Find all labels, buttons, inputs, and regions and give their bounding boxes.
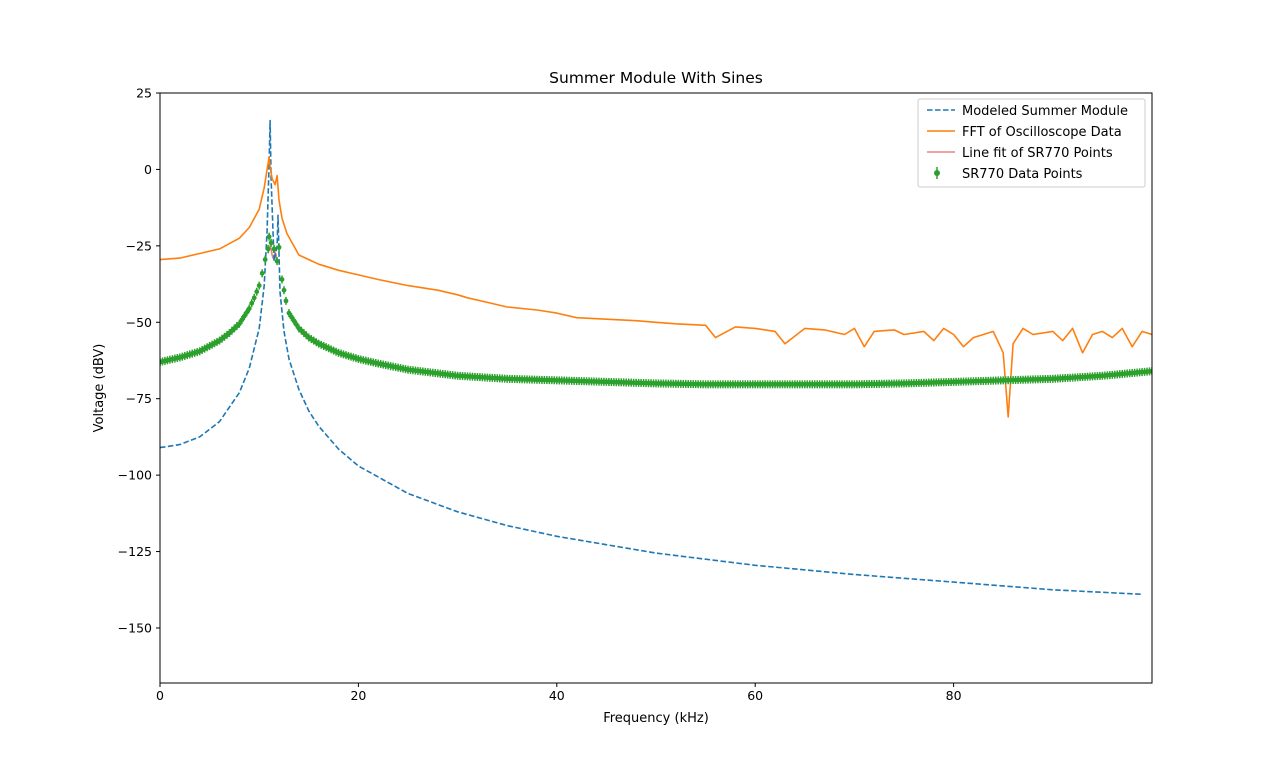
sr770-point [265,246,271,252]
sr770-point [279,277,285,282]
legend-label-sr770: SR770 Data Points [962,167,1083,182]
legend-label-modeled: Modeled Summer Module [962,104,1128,119]
series-modeled-summer-module [160,119,1143,596]
sr770-point [294,322,299,327]
sr770-point [268,240,274,246]
sr770-point [274,258,280,264]
series-fft-oscilloscope-data [160,156,1152,418]
x-axis: 0 20 40 60 80 [156,683,962,703]
sr770-point [1149,368,1152,374]
sr770-point [236,321,242,327]
x-tick-label: 80 [946,688,962,703]
x-axis-label: Frequency (kHz) [603,711,709,726]
y-tick-label: −50 [126,315,152,330]
sr770-point [259,270,265,276]
plot-frame [159,92,1153,684]
legend: Modeled Summer Module FFT of Oscilloscop… [917,98,1146,188]
sr770-point [281,287,287,293]
y-tick-label: −25 [126,238,152,253]
sr770-point [251,295,257,301]
x-tick-label: 20 [350,688,366,703]
sr770-point [266,234,272,240]
legend-swatch-sr770-marker [934,170,940,176]
legend-box [917,98,1146,188]
sr770-point [286,310,292,316]
y-axis-label: Voltage (dBV) [92,344,107,433]
y-tick-label: −125 [118,544,152,559]
sr770-point [289,314,294,320]
y-tick-label: −75 [126,391,152,406]
x-tick-label: 40 [549,688,565,703]
sr770-point [241,313,247,319]
sr770-point [276,244,282,250]
series-sr770-data-points [160,232,1152,389]
sr770-point [254,289,260,295]
legend-label-linefit: Line fit of SR770 Points [962,146,1113,161]
y-tick-label: −150 [118,620,152,635]
sr770-point [244,309,250,315]
x-tick-label: 60 [747,688,763,703]
legend-label-fft: FFT of Oscilloscope Data [962,125,1122,140]
sr770-point [283,298,289,304]
y-tick-label: 25 [136,86,152,101]
y-tick-label: −100 [118,468,152,483]
y-tick-label: 0 [144,162,152,177]
sr770-point [262,257,268,263]
sr770-point [256,283,262,288]
sr770-point [271,246,277,252]
sr770-point [239,317,245,323]
y-axis: 25 0 −25 −50 −75 −100 −125 −150 [118,86,160,635]
sr770-point [291,318,297,324]
series-layer [160,119,1152,596]
sr770-point [249,300,255,306]
chart-title: Summer Module With Sines [549,69,763,87]
x-tick-label: 0 [156,688,164,703]
sr770-point [246,306,252,311]
